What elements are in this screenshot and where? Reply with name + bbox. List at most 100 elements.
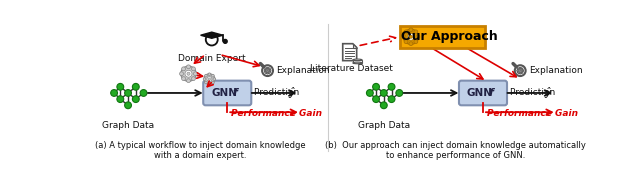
Circle shape xyxy=(193,72,197,76)
Text: Graph Data: Graph Data xyxy=(102,121,154,130)
Circle shape xyxy=(125,90,131,96)
Circle shape xyxy=(522,70,524,71)
Circle shape xyxy=(402,35,406,39)
Circle shape xyxy=(185,70,192,77)
Circle shape xyxy=(367,90,373,96)
Circle shape xyxy=(416,35,420,39)
Text: Literature Dataset: Literature Dataset xyxy=(310,64,393,74)
Circle shape xyxy=(267,70,268,71)
Circle shape xyxy=(522,72,523,73)
Text: f: f xyxy=(488,88,493,98)
Circle shape xyxy=(520,67,521,69)
Text: Performance Gain: Performance Gain xyxy=(487,109,578,118)
Ellipse shape xyxy=(353,59,362,61)
Circle shape xyxy=(516,70,518,71)
Circle shape xyxy=(205,74,207,77)
Circle shape xyxy=(191,77,195,81)
Text: Prediction: Prediction xyxy=(510,88,558,98)
Polygon shape xyxy=(343,44,356,61)
Circle shape xyxy=(267,73,268,74)
Text: f: f xyxy=(232,88,237,98)
Circle shape xyxy=(522,68,523,69)
Text: ŷ: ŷ xyxy=(544,87,551,98)
Circle shape xyxy=(180,72,184,76)
Text: Domain Expert: Domain Expert xyxy=(178,54,246,64)
FancyBboxPatch shape xyxy=(400,26,485,48)
Circle shape xyxy=(265,68,266,69)
Circle shape xyxy=(182,77,186,81)
Circle shape xyxy=(208,83,211,85)
Polygon shape xyxy=(200,32,223,38)
FancyBboxPatch shape xyxy=(204,81,252,105)
Text: GNN: GNN xyxy=(467,88,493,98)
Circle shape xyxy=(205,81,207,84)
Circle shape xyxy=(209,78,211,80)
Circle shape xyxy=(182,67,186,71)
Circle shape xyxy=(380,90,387,96)
Circle shape xyxy=(125,102,131,109)
Circle shape xyxy=(414,30,418,34)
Circle shape xyxy=(132,83,140,90)
FancyBboxPatch shape xyxy=(353,60,362,63)
Circle shape xyxy=(267,67,268,69)
Circle shape xyxy=(117,96,124,103)
Circle shape xyxy=(212,74,214,77)
FancyBboxPatch shape xyxy=(459,81,507,105)
Circle shape xyxy=(208,73,211,76)
Text: ŷ: ŷ xyxy=(289,87,295,98)
Circle shape xyxy=(213,78,216,80)
Circle shape xyxy=(266,69,269,72)
Circle shape xyxy=(409,42,413,46)
Circle shape xyxy=(518,68,519,69)
Circle shape xyxy=(396,90,403,96)
Circle shape xyxy=(223,40,227,43)
Circle shape xyxy=(264,70,266,71)
Circle shape xyxy=(372,83,380,90)
Circle shape xyxy=(132,96,140,103)
Text: (a) A typical workflow to inject domain knowledge
with a domain expert.: (a) A typical workflow to inject domain … xyxy=(95,141,305,160)
Circle shape xyxy=(388,96,395,103)
Circle shape xyxy=(212,81,214,84)
Circle shape xyxy=(515,65,525,76)
Circle shape xyxy=(187,79,191,83)
Circle shape xyxy=(518,72,519,73)
Circle shape xyxy=(203,78,206,80)
Text: Performance Gain: Performance Gain xyxy=(231,109,322,118)
Ellipse shape xyxy=(353,62,362,64)
Text: Explanation: Explanation xyxy=(529,66,582,75)
Text: (b)  Our approach can inject domain knowledge automatically
to enhance performan: (b) Our approach can inject domain knowl… xyxy=(325,141,586,160)
Text: Explanation: Explanation xyxy=(276,66,330,75)
Circle shape xyxy=(409,28,413,32)
Circle shape xyxy=(269,68,270,69)
Circle shape xyxy=(517,68,523,74)
Circle shape xyxy=(519,69,522,72)
Circle shape xyxy=(380,102,387,109)
Text: Prediction: Prediction xyxy=(254,88,303,98)
Circle shape xyxy=(269,70,271,71)
Circle shape xyxy=(388,83,395,90)
Circle shape xyxy=(204,74,215,85)
Circle shape xyxy=(207,35,216,44)
Circle shape xyxy=(117,83,124,90)
Text: GNN: GNN xyxy=(211,88,237,98)
Circle shape xyxy=(404,40,408,44)
Circle shape xyxy=(264,68,271,74)
Circle shape xyxy=(140,90,147,96)
Circle shape xyxy=(410,35,412,38)
Text: Graph Data: Graph Data xyxy=(358,121,410,130)
Circle shape xyxy=(180,66,196,81)
Circle shape xyxy=(187,65,191,69)
Circle shape xyxy=(408,33,415,40)
Circle shape xyxy=(205,33,218,46)
Circle shape xyxy=(269,72,270,73)
Circle shape xyxy=(403,29,419,44)
Circle shape xyxy=(262,65,273,76)
Circle shape xyxy=(520,73,521,74)
Text: Our Approach: Our Approach xyxy=(401,30,497,43)
Circle shape xyxy=(111,90,118,96)
Circle shape xyxy=(187,72,190,75)
Circle shape xyxy=(191,67,195,71)
Circle shape xyxy=(404,30,408,34)
Circle shape xyxy=(265,72,266,73)
Circle shape xyxy=(414,40,418,44)
